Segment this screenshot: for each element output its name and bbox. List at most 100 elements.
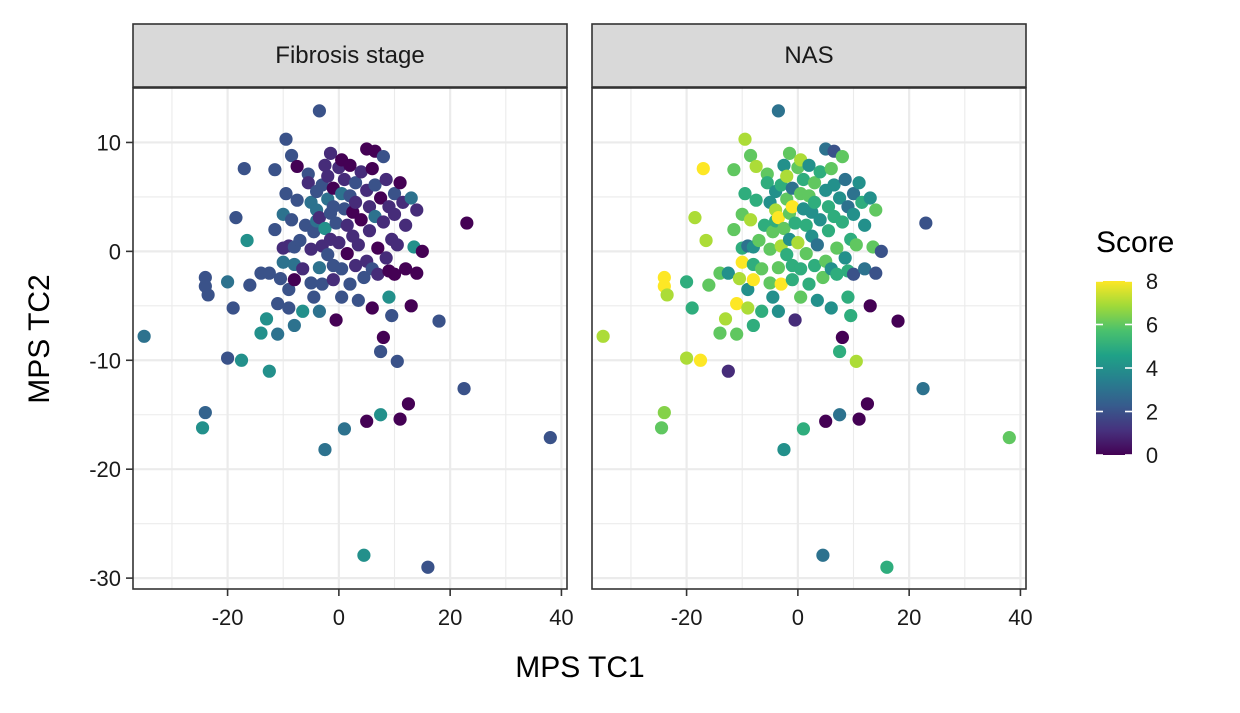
x-tick-label: -20 (671, 605, 703, 630)
data-point (774, 277, 788, 291)
data-point (802, 158, 816, 172)
data-point (794, 290, 808, 304)
panel-fibrosis-x-axis: -20 0 20 40 (212, 589, 574, 630)
data-point (752, 233, 766, 248)
data-point (738, 187, 752, 201)
y-tick-label: 10 (97, 130, 121, 155)
data-point (460, 216, 474, 230)
data-point (312, 304, 326, 318)
data-point (393, 412, 407, 426)
y-axis-title: MPS TC2 (23, 274, 56, 403)
data-point (296, 262, 310, 276)
data-point (226, 301, 240, 315)
data-point (688, 211, 702, 225)
data-point (387, 267, 402, 281)
data-point (833, 344, 847, 359)
data-point (738, 132, 752, 146)
data-point (321, 248, 335, 262)
data-point (794, 262, 808, 276)
data-point (385, 309, 399, 323)
data-point (596, 329, 610, 343)
data-point (713, 326, 727, 340)
data-point (824, 301, 838, 315)
data-point (282, 301, 296, 315)
data-point (830, 241, 844, 255)
data-point (696, 161, 710, 176)
data-point (796, 422, 811, 436)
data-point (835, 330, 849, 345)
data-point (404, 191, 418, 205)
legend-tick-label: 4 (1146, 356, 1158, 381)
y-tick-label: -10 (89, 348, 121, 373)
data-point (390, 238, 404, 252)
data-point (268, 222, 282, 237)
data-point (788, 313, 802, 327)
data-point (354, 213, 368, 227)
data-point (357, 548, 371, 562)
data-point (307, 225, 321, 239)
data-point (393, 176, 407, 190)
facet-strip-fibrosis (132, 23, 568, 88)
y-tick-label: 0 (109, 239, 121, 264)
data-point (351, 238, 365, 252)
data-point (727, 222, 741, 237)
data-point (340, 246, 354, 261)
data-point (268, 163, 282, 177)
data-point (810, 293, 824, 307)
data-point (777, 221, 791, 236)
data-point (318, 221, 332, 236)
data-point (766, 290, 780, 304)
data-point (771, 261, 785, 275)
data-point (354, 165, 368, 179)
data-point (307, 290, 321, 304)
data-point (741, 282, 755, 297)
data-point (332, 236, 346, 250)
data-point (830, 267, 844, 281)
data-point (326, 200, 340, 214)
data-point (679, 351, 694, 365)
data-point (746, 318, 760, 333)
data-point (243, 278, 257, 292)
data-point (262, 266, 276, 280)
legend-tick-label: 6 (1146, 313, 1158, 338)
data-point (360, 414, 374, 428)
data-point (755, 262, 769, 276)
data-point (1002, 431, 1016, 445)
data-point (919, 216, 933, 230)
data-point (755, 304, 769, 318)
legend-tick-label: 2 (1146, 400, 1158, 425)
data-point (337, 172, 352, 187)
data-point (777, 442, 791, 457)
data-point (807, 258, 822, 273)
data-point (340, 218, 354, 232)
data-point (838, 172, 852, 187)
data-point (846, 187, 861, 201)
data-point (749, 159, 763, 174)
data-point (863, 191, 877, 205)
data-point (679, 275, 694, 289)
data-point (329, 216, 343, 230)
data-point (335, 262, 349, 276)
x-tick-label: 0 (333, 605, 345, 630)
data-point (284, 213, 299, 227)
data-point (304, 276, 318, 290)
data-point (785, 273, 799, 287)
data-point (788, 216, 802, 230)
data-point (760, 176, 774, 190)
data-point (315, 277, 329, 291)
panel-nas-border (591, 87, 1027, 590)
data-point (351, 293, 365, 307)
data-point (863, 299, 877, 313)
data-point (301, 176, 315, 190)
data-point (852, 176, 866, 190)
data-point (374, 344, 388, 359)
data-point (399, 218, 413, 232)
data-point (838, 251, 852, 265)
data-point (318, 158, 332, 172)
data-point (916, 382, 930, 396)
data-point (702, 278, 716, 292)
data-point (399, 262, 413, 276)
data-point (329, 313, 343, 327)
data-point (240, 233, 254, 248)
